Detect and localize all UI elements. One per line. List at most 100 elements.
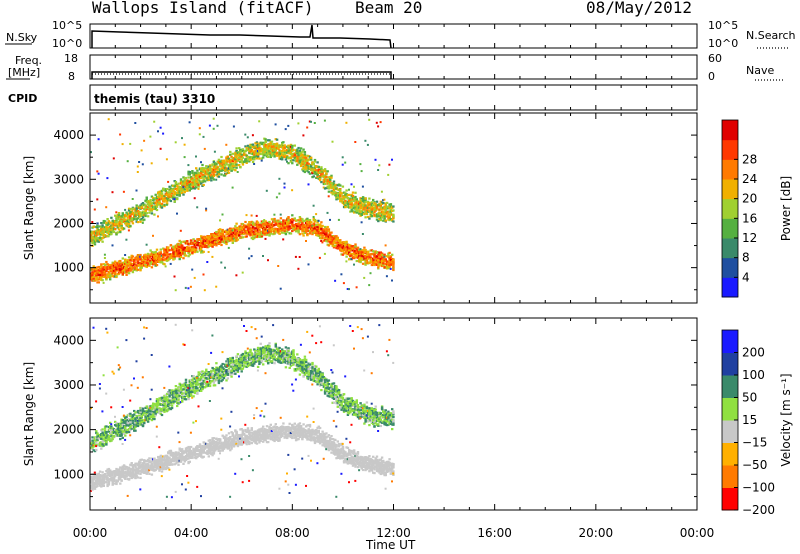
- data-cell: [207, 174, 210, 177]
- data-cell: [170, 256, 174, 259]
- data-cell: [227, 159, 231, 162]
- noise-cell: [224, 266, 226, 269]
- data-cell: [144, 199, 147, 202]
- data-cell: [106, 273, 109, 276]
- noise-cell: [122, 190, 125, 193]
- data-cell: [207, 236, 210, 239]
- noise-cell: [135, 189, 138, 192]
- data-cell: [215, 173, 218, 177]
- data-cell: [193, 171, 197, 174]
- data-cell: [269, 230, 272, 233]
- data-cell: [232, 158, 236, 161]
- data-cell: [246, 229, 250, 232]
- data-cell: [97, 281, 100, 284]
- data-cell: [144, 212, 147, 215]
- data-cell: [330, 231, 333, 234]
- data-cell: [121, 261, 124, 264]
- data-cell: [181, 252, 184, 255]
- data-cell: [117, 212, 121, 215]
- data-cell: [217, 167, 221, 170]
- data-cell: [120, 223, 123, 226]
- data-cell: [111, 261, 114, 264]
- data-cell: [186, 248, 189, 251]
- data-cell: [229, 239, 232, 242]
- data-cell: [235, 160, 238, 163]
- data-cell: [217, 242, 221, 245]
- data-cell: [392, 220, 395, 223]
- data-cell: [100, 229, 103, 232]
- data-cell: [153, 206, 156, 209]
- noise-cell: [250, 255, 253, 258]
- data-cell: [141, 202, 145, 205]
- data-cell: [241, 163, 245, 166]
- data-cell: [225, 159, 228, 162]
- data-cell: [107, 266, 111, 269]
- data-cell: [127, 267, 131, 270]
- noise-cell: [250, 214, 253, 217]
- data-cell: [148, 211, 151, 214]
- noise-cell: [105, 266, 108, 269]
- data-cell: [239, 160, 242, 163]
- data-cell: [202, 242, 205, 245]
- data-cell: [158, 190, 161, 193]
- data-cell: [215, 233, 218, 236]
- data-cell: [135, 269, 138, 272]
- data-cell: [182, 182, 185, 185]
- data-cell: [178, 187, 181, 191]
- data-cell: [176, 248, 179, 251]
- data-cell: [221, 163, 224, 167]
- data-cell: [206, 245, 209, 249]
- data-cell: [102, 219, 105, 223]
- data-cell: [370, 252, 374, 256]
- data-cell: [192, 238, 195, 241]
- data-cell: [100, 237, 103, 240]
- data-cell: [92, 240, 95, 243]
- data-cell: [135, 255, 138, 258]
- data-cell: [206, 238, 209, 241]
- data-cell: [327, 228, 331, 231]
- noise-cell: [302, 134, 305, 137]
- noise-cell: [192, 186, 195, 189]
- data-cell: [200, 240, 203, 243]
- noise-cell: [389, 267, 392, 270]
- data-cell: [302, 148, 305, 151]
- data-cell: [234, 225, 237, 228]
- data-cell: [145, 201, 148, 204]
- data-cell: [391, 253, 394, 256]
- data-cell: [238, 164, 241, 167]
- data-cell: [181, 246, 184, 249]
- noise-cell: [215, 178, 218, 181]
- data-cell: [111, 225, 114, 228]
- data-cell: [240, 159, 243, 162]
- data-cell: [193, 176, 197, 179]
- data-cell: [102, 272, 105, 275]
- data-cell: [189, 242, 193, 245]
- noise-cell: [153, 120, 156, 123]
- data-cell: [287, 217, 290, 220]
- data-cell: [235, 166, 238, 169]
- data-cell: [165, 254, 169, 257]
- noise-cell: [211, 255, 214, 258]
- colorbar-segment: [722, 277, 738, 298]
- data-cell: [100, 265, 103, 268]
- data-cell: [187, 170, 190, 173]
- data-cell: [155, 205, 159, 208]
- data-cell: [239, 227, 242, 230]
- data-cell: [208, 238, 212, 241]
- data-cell: [176, 187, 179, 190]
- data-cell: [154, 193, 157, 196]
- noise-cell: [131, 198, 134, 200]
- data-cell: [235, 147, 238, 150]
- data-cell: [211, 238, 214, 241]
- data-cell: [268, 139, 271, 142]
- noise-cell: [111, 244, 114, 247]
- data-cell: [207, 165, 210, 168]
- data-cell: [270, 140, 274, 143]
- noise-cell: [360, 221, 363, 224]
- data-cell: [207, 177, 210, 180]
- data-cell: [230, 234, 233, 237]
- data-cell: [127, 209, 131, 212]
- data-cell: [229, 158, 232, 161]
- data-cell: [149, 259, 152, 262]
- data-cell: [149, 203, 152, 206]
